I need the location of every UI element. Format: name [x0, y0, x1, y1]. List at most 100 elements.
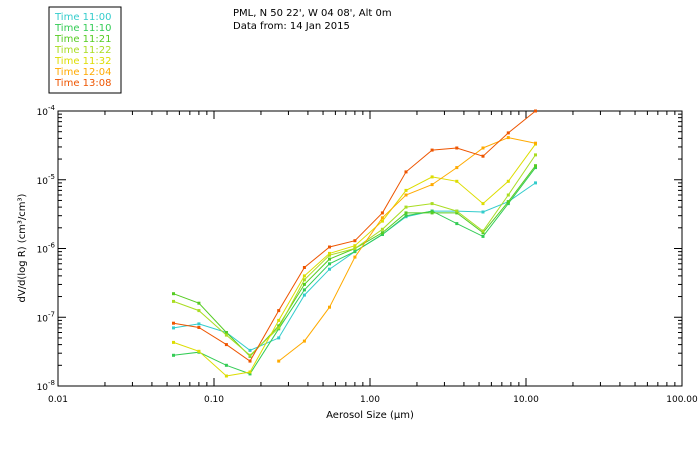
data-point	[455, 209, 459, 213]
data-point	[430, 209, 434, 213]
data-point	[404, 170, 408, 174]
data-point	[404, 214, 408, 218]
series-group	[172, 109, 537, 378]
data-point	[430, 211, 434, 215]
data-point	[481, 202, 485, 206]
x-axis-label: Aerosol Size (µm)	[326, 410, 414, 421]
data-point	[224, 333, 228, 337]
legend-entry: Time 11:10	[54, 23, 111, 34]
data-point	[506, 179, 510, 183]
data-point	[481, 154, 485, 158]
data-point	[277, 324, 281, 328]
x-tick-label: 1.00	[360, 395, 380, 405]
data-point	[302, 278, 306, 282]
legend-entry: Time 11:00	[54, 12, 111, 23]
data-point	[302, 266, 306, 269]
x-tick-label: 10.00	[513, 395, 539, 405]
series-line	[173, 165, 536, 358]
date-subtitle: Data from: 14 Jan 2015	[233, 21, 350, 32]
y-tick-label: 10-5	[37, 173, 55, 187]
data-point	[172, 292, 175, 296]
legend-entry: Time 11:32	[54, 56, 111, 67]
data-point	[481, 210, 485, 214]
data-point	[197, 326, 201, 329]
data-point	[534, 153, 537, 157]
data-point	[455, 179, 459, 183]
data-point	[506, 200, 510, 204]
data-point	[481, 234, 485, 238]
data-point	[430, 202, 434, 206]
y-tick-label: 10-4	[37, 104, 56, 118]
data-point	[277, 336, 281, 340]
data-point	[430, 183, 434, 187]
data-point	[224, 374, 228, 378]
data-point	[481, 146, 485, 150]
data-point	[353, 239, 357, 243]
data-point	[534, 166, 537, 170]
data-point	[328, 251, 331, 255]
series-line	[173, 182, 536, 351]
data-point	[302, 288, 306, 292]
x-tick-label: 0.01	[48, 395, 68, 405]
data-point	[534, 141, 537, 145]
data-point	[534, 181, 537, 185]
data-point	[277, 309, 281, 313]
data-point	[481, 229, 485, 233]
data-point	[197, 349, 201, 353]
data-point	[455, 211, 459, 215]
data-point	[534, 109, 537, 113]
data-point	[302, 293, 306, 297]
axis-ticks: 0.01 0.10 1.00 10.00 100.00 10-8 10-7 10-6 10-5 1…	[37, 104, 698, 405]
data-point	[328, 262, 331, 266]
y-tick-label: 10-8	[37, 379, 55, 393]
data-point	[455, 146, 459, 150]
data-point	[172, 326, 175, 330]
data-point	[506, 193, 510, 197]
data-point	[302, 274, 306, 278]
data-point	[277, 359, 281, 363]
data-point	[455, 166, 459, 170]
data-point	[248, 372, 252, 376]
y-tick-label: 10-6	[37, 242, 56, 256]
data-point	[224, 363, 228, 367]
data-point	[380, 211, 384, 215]
data-point	[534, 164, 537, 168]
data-point	[328, 305, 331, 309]
data-point	[380, 219, 384, 223]
data-point	[353, 255, 357, 259]
data-point	[328, 245, 331, 249]
series-line	[173, 143, 536, 377]
legend-entry: Time 13:08	[54, 78, 111, 89]
x-tick-label: 0.10	[204, 395, 224, 405]
legend-entry: Time 11:21	[54, 34, 111, 45]
data-point	[455, 222, 459, 226]
legend-entry: Time 11:22	[54, 45, 111, 56]
series-line	[173, 154, 536, 356]
data-point	[404, 193, 408, 197]
data-point	[353, 250, 357, 254]
data-point	[506, 131, 510, 135]
plot-frame	[57, 110, 683, 387]
data-point	[353, 244, 357, 248]
data-point	[172, 340, 175, 344]
data-point	[302, 282, 306, 286]
data-point	[380, 216, 384, 220]
data-point	[328, 253, 331, 257]
data-point	[328, 267, 331, 271]
data-point	[506, 136, 510, 140]
data-point	[248, 348, 252, 352]
data-point	[404, 205, 408, 209]
data-point	[380, 227, 384, 231]
data-point	[353, 247, 357, 250]
legend-box	[48, 6, 122, 94]
data-point	[277, 326, 281, 330]
data-point	[380, 231, 384, 235]
data-point	[248, 359, 252, 363]
data-point	[197, 309, 201, 313]
location-title: PML, N 50 22', W 04 08', Alt 0m	[233, 8, 392, 19]
data-point	[404, 211, 408, 215]
y-axis-label: dV/d(log R) (cm³/cm³)	[17, 193, 28, 302]
data-point	[404, 188, 408, 192]
